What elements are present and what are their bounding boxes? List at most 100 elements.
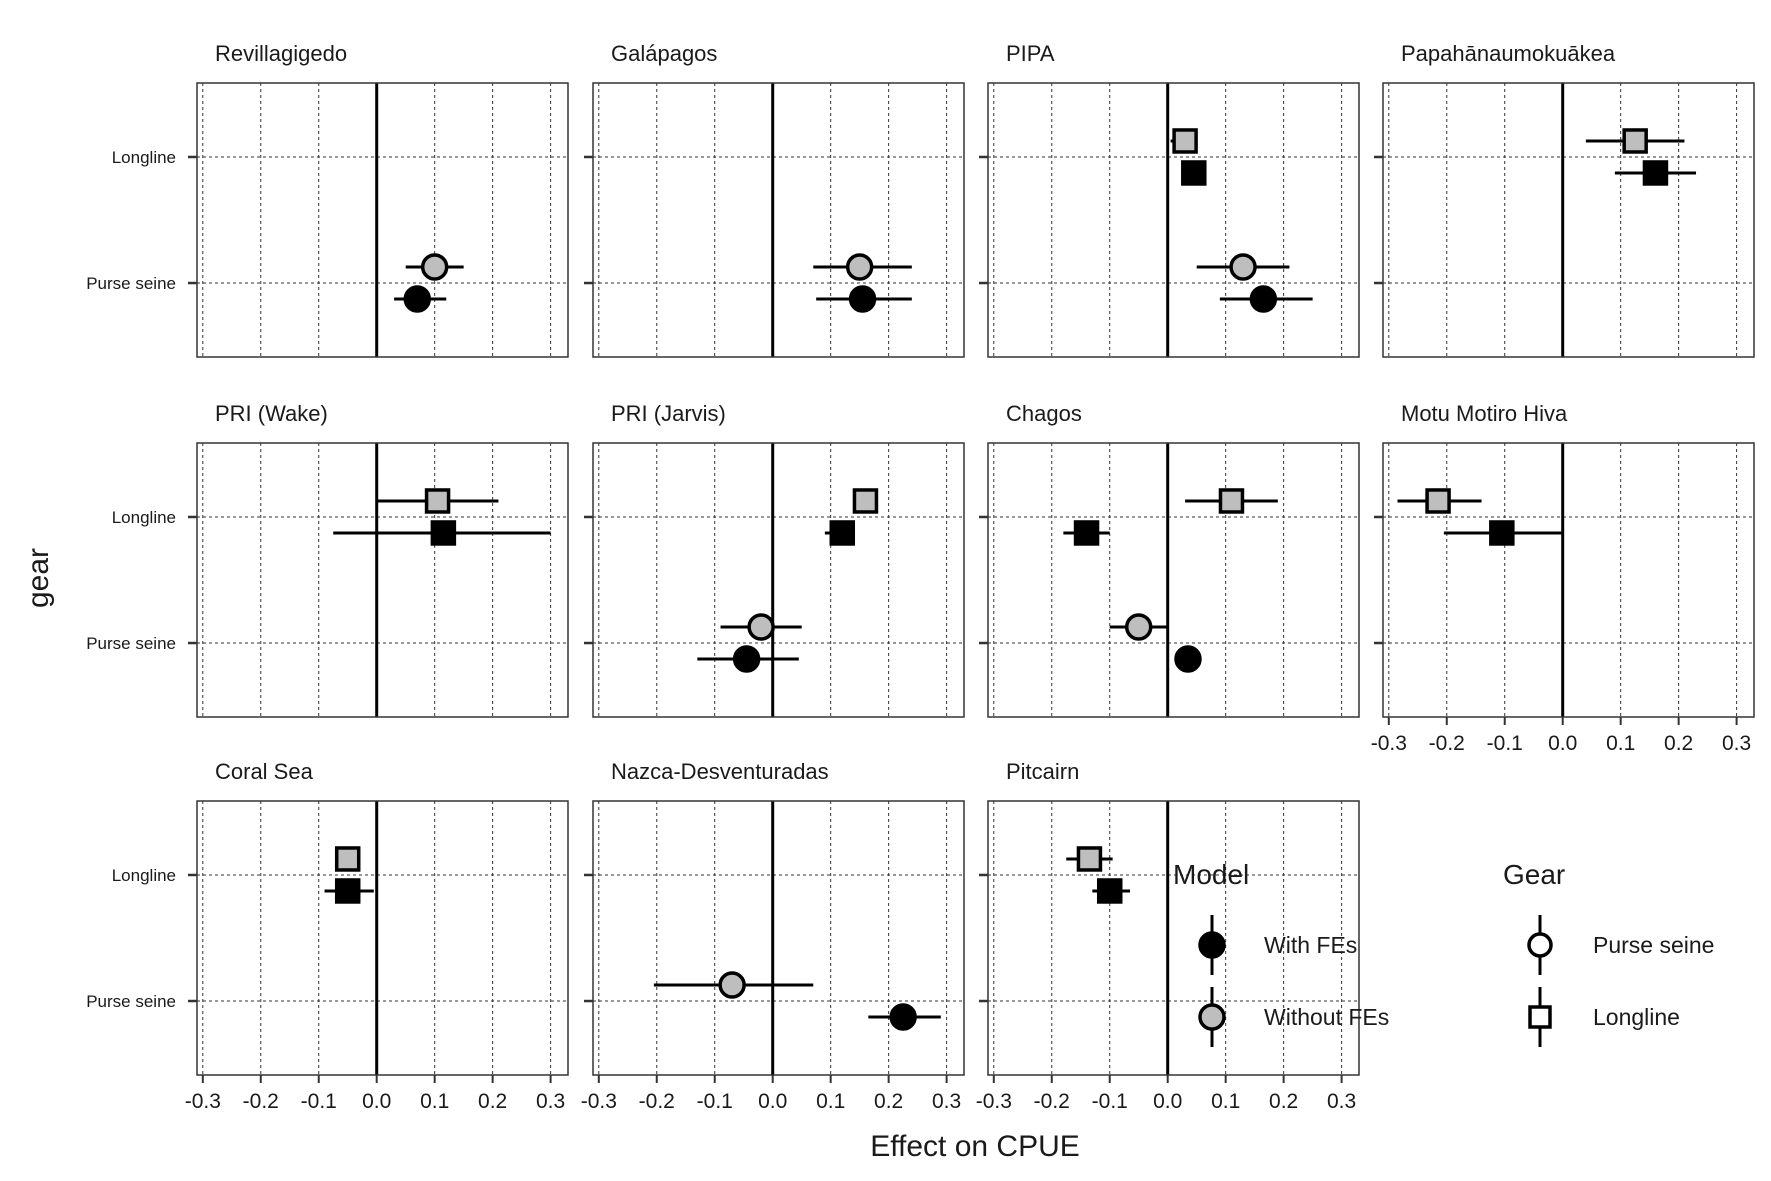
panel-border: [987, 82, 1360, 358]
facet-title: Coral Sea: [215, 759, 314, 784]
legend-label: Purse seine: [1593, 932, 1714, 958]
panel-border: [196, 82, 569, 358]
point-purse-seine-without-fes: [1109, 613, 1168, 641]
point-purse-seine-without-fes: [813, 253, 912, 281]
point-purse-seine-without-fes: [653, 971, 814, 999]
y-tick-label: Purse seine: [86, 634, 176, 653]
x-tick-label: -0.1: [1092, 1090, 1128, 1113]
x-tick-label: 0.2: [1664, 732, 1693, 755]
facet-pri-jarvis: PRI (Jarvis): [584, 401, 965, 718]
circle-marker: [1249, 285, 1278, 313]
point-longline-without-fes: [1170, 128, 1198, 154]
circle-marker: [403, 285, 432, 313]
point-purse-seine-with-fes: [697, 645, 799, 673]
x-tick-label: 0.1: [1606, 732, 1635, 755]
facet-title: Pitcairn: [1006, 759, 1079, 784]
point-purse-seine-with-fes: [1219, 285, 1313, 313]
point-purse-seine-without-fes: [405, 253, 464, 281]
circle-marker: [1174, 645, 1202, 673]
circle-marker: [889, 1003, 917, 1031]
facet-motu-motiro-hiva: Motu Motiro Hiva -0.3 -0.2 -0.1 0.0 0.1 0.2 0.3: [1371, 401, 1755, 755]
point-purse-seine-with-fes: [868, 1003, 941, 1031]
x-tick-label: 0.2: [1269, 1090, 1298, 1113]
x-tick-label: 0.2: [478, 1090, 507, 1113]
circle-marker: [747, 613, 775, 641]
point-longline-with-fes: [324, 878, 374, 904]
square-marker: [1181, 160, 1207, 186]
x-tick-label: 0.0: [1548, 732, 1577, 755]
circle-marker: [420, 253, 449, 281]
facet-title: Chagos: [1006, 401, 1082, 426]
facet-title: PRI (Jarvis): [611, 401, 726, 426]
x-axis-title: Effect on CPUE: [870, 1130, 1080, 1163]
point-longline-without-fes: [376, 488, 499, 514]
x-tick-label: 0.0: [758, 1090, 787, 1113]
x-tick-label: 0.3: [1327, 1090, 1356, 1113]
panel-border: [987, 442, 1360, 718]
square-marker: [1489, 520, 1515, 546]
facet-title: Revillagigedo: [215, 41, 347, 66]
legend-key-square: [1528, 1005, 1552, 1029]
facet-title: Motu Motiro Hiva: [1401, 401, 1568, 426]
y-tick-label: Purse seine: [86, 992, 176, 1011]
x-tick-label: -0.2: [243, 1090, 279, 1113]
panel-background: [988, 801, 1359, 1075]
legend-title: Gear: [1503, 859, 1565, 890]
panel-background: [593, 801, 964, 1075]
square-marker: [829, 520, 856, 546]
facet-title: Papahānaumokuākea: [1401, 41, 1616, 66]
panel-border: [592, 82, 965, 358]
x-tick-label: -0.1: [301, 1090, 337, 1113]
x-tick-label: -0.3: [1371, 732, 1407, 755]
legend-label: Longline: [1593, 1004, 1680, 1030]
facet-pri-wake: PRI (Wake) Longline Purse seine: [86, 401, 569, 718]
point-longline-with-fes: [1614, 160, 1697, 186]
facet-pitcairn: Pitcairn -0.3 -0.2 -0.1 0.0 0.1 0.2 0.3: [976, 759, 1360, 1113]
legend-label: With FEs: [1264, 932, 1357, 958]
point-longline-with-fes: [1181, 160, 1207, 186]
point-longline-without-fes: [1066, 846, 1113, 872]
panel-border: [1382, 442, 1755, 718]
point-longline-without-fes: [852, 488, 879, 514]
square-marker: [1622, 128, 1648, 154]
legend-key-circle: [1527, 932, 1553, 958]
square-marker: [334, 846, 361, 872]
point-longline-with-fes: [824, 520, 856, 546]
point-longline-with-fes: [1443, 520, 1563, 546]
x-tick-label: 0.1: [420, 1090, 449, 1113]
x-tick-label: -0.1: [1487, 732, 1523, 755]
panel-background: [197, 83, 568, 357]
circle-marker: [718, 971, 746, 999]
facet-nazca-desventuradas: Nazca-Desventuradas -0.3 -0.2 -0.1 0.0 0.1 0.2…: [581, 759, 965, 1113]
x-tick-label: -0.3: [976, 1090, 1012, 1113]
facet-coral-sea: Coral Sea Longline Purse seine -0.3 -0.2 -0.1…: [86, 759, 569, 1113]
point-longline-with-fes: [1092, 878, 1131, 904]
facet-galapagos: Galápagos: [584, 41, 965, 358]
circle-marker: [848, 285, 877, 313]
legend-model: Model With FEs Without FEs: [1173, 859, 1389, 1047]
point-longline-with-fes: [1063, 520, 1110, 546]
panel-background: [1383, 83, 1754, 357]
square-marker: [852, 488, 879, 514]
square-marker: [334, 878, 361, 904]
x-tick-label: 0.2: [874, 1090, 903, 1113]
square-marker: [1425, 488, 1451, 514]
square-marker: [1642, 160, 1669, 186]
legend-key-circle: [1198, 1003, 1226, 1031]
x-tick-label: 0.0: [1153, 1090, 1182, 1113]
y-axis-title: gear: [22, 548, 55, 608]
circle-marker: [1124, 613, 1153, 641]
facet-title: PRI (Wake): [215, 401, 328, 426]
panel-background: [593, 443, 964, 717]
x-tick-label: 0.3: [536, 1090, 565, 1113]
circle-marker: [1229, 253, 1257, 281]
point-purse-seine-with-fes: [816, 285, 912, 313]
square-marker: [1172, 128, 1198, 154]
square-marker: [430, 520, 457, 546]
legend-key-circle: [1198, 931, 1226, 959]
panel-background: [197, 443, 568, 717]
panel-border: [987, 800, 1360, 1076]
facet-title: Galápagos: [611, 41, 717, 66]
x-tick-label: 0.1: [1211, 1090, 1240, 1113]
